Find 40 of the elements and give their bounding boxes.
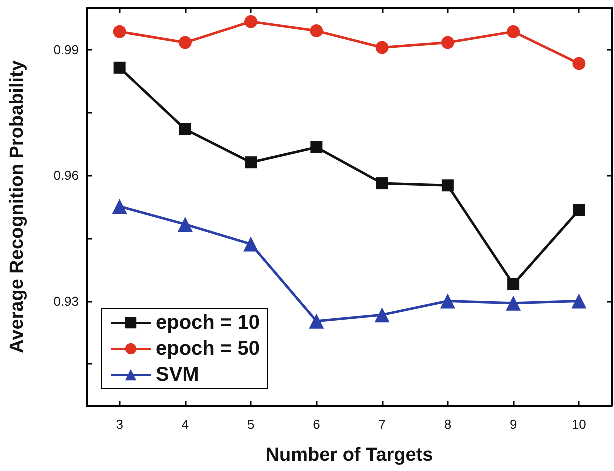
point (376, 178, 388, 190)
x-tick-label: 4 (182, 417, 190, 432)
y-tick-label: 0.93 (54, 294, 79, 309)
x-tick-label: 10 (572, 417, 586, 432)
point (441, 36, 454, 50)
point (178, 217, 193, 232)
y-tick-label: 0.99 (54, 42, 79, 58)
legend-label: epoch = 50 (156, 338, 260, 360)
point (112, 199, 128, 214)
point (113, 25, 126, 38)
point (440, 294, 456, 309)
point (572, 57, 586, 70)
legend-label: epoch = 10 (156, 312, 260, 334)
x-tick-label: 9 (510, 417, 518, 432)
x-axis-title: Number of Targets (266, 445, 434, 466)
point (178, 36, 192, 50)
point (507, 25, 520, 38)
point (506, 296, 522, 311)
legend-label: SVM (156, 364, 200, 386)
point (508, 278, 520, 291)
point (310, 24, 324, 38)
point (244, 15, 258, 28)
x-tick-label: 3 (116, 417, 124, 432)
point (245, 156, 258, 169)
point (573, 204, 586, 216)
point (310, 142, 323, 154)
point (244, 236, 259, 252)
point (374, 308, 390, 323)
point (114, 62, 126, 74)
y-axis-title: Average Recognition Probability (7, 60, 28, 354)
point (179, 123, 192, 136)
x-tick-label: 8 (444, 417, 452, 432)
x-tick-label: 6 (313, 417, 320, 432)
point (309, 314, 324, 329)
x-tick-label: 7 (378, 417, 386, 432)
point (442, 180, 454, 192)
point (572, 294, 587, 309)
point (376, 41, 389, 54)
y-tick-label: 0.96 (54, 168, 79, 184)
x-tick-label: 5 (247, 417, 255, 432)
